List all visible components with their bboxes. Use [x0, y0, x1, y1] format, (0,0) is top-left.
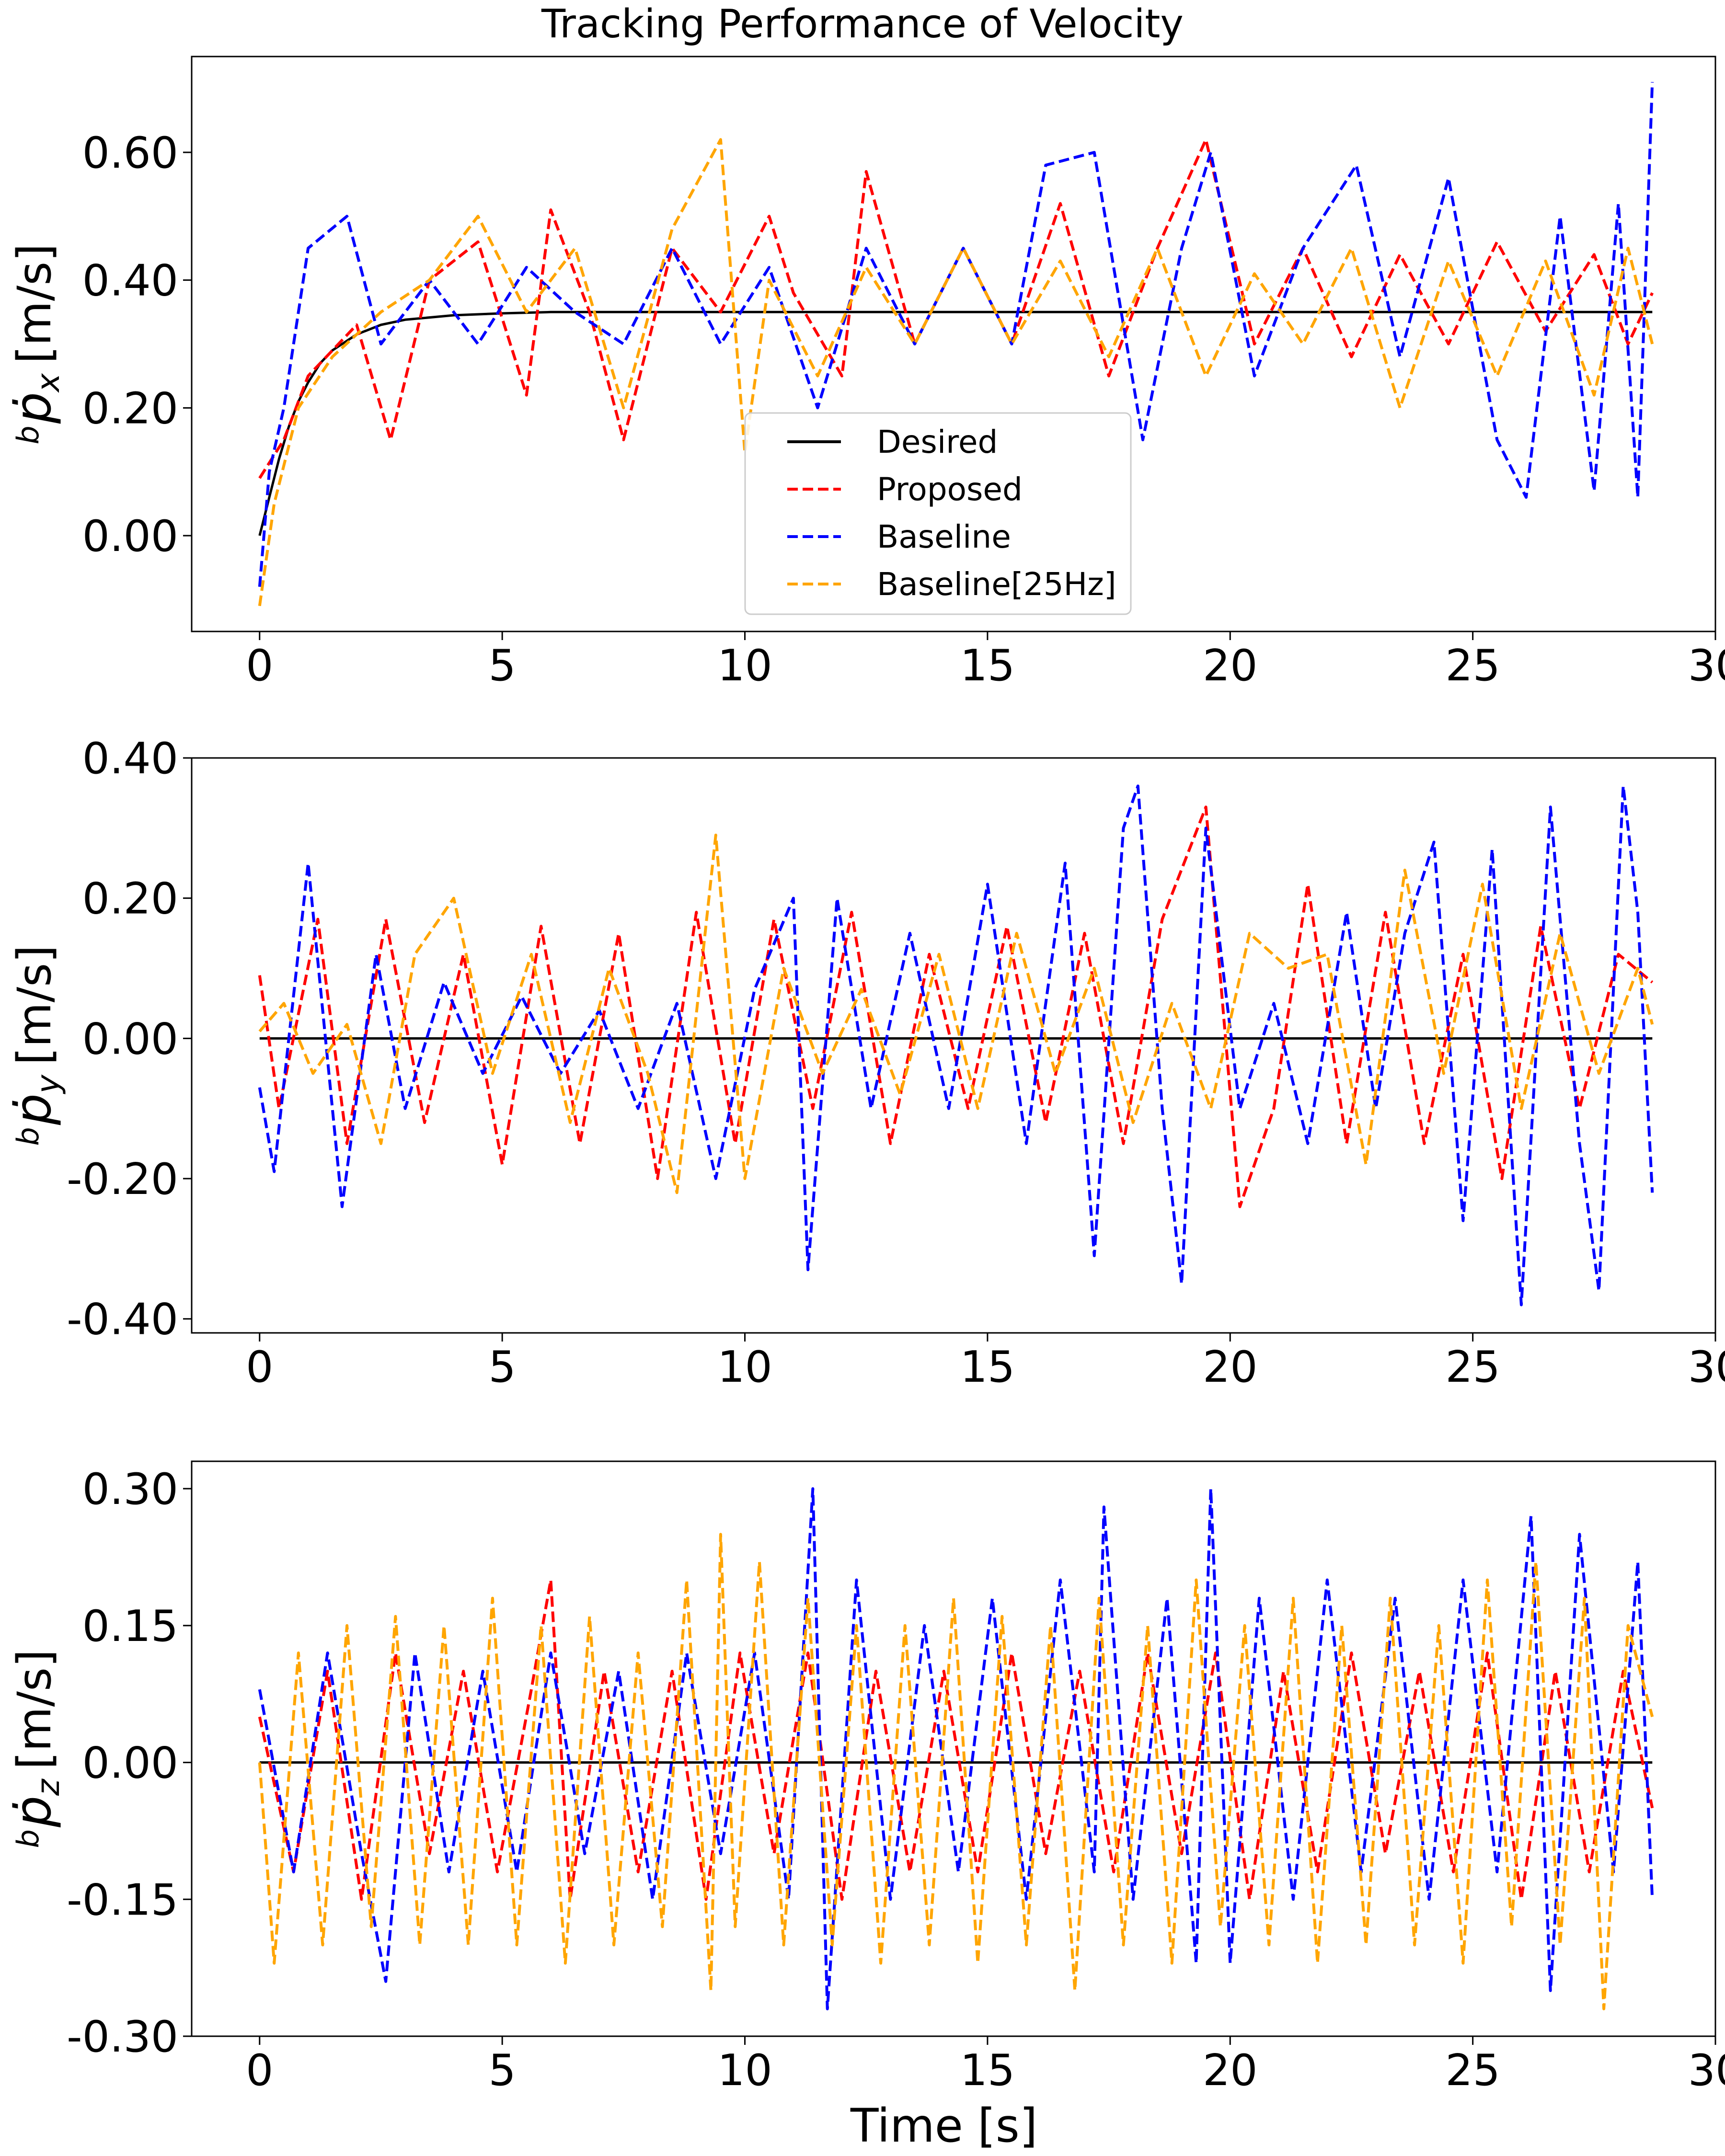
axes-frame — [191, 56, 1716, 632]
series-line-baseline-25hz — [258, 138, 1654, 607]
y-axis-label: bṗz [m/s] — [4, 1650, 67, 1848]
x-tick-label: 25 — [1445, 2045, 1500, 2096]
series-line-baseline — [258, 1487, 1654, 2010]
y-label-prefix: b — [11, 1127, 46, 1146]
legend: Desired Proposed Baseline Baseline[25Hz] — [744, 412, 1132, 615]
y-label-symbol: ṗ — [4, 1796, 62, 1828]
y-tick-label: 0.00 — [82, 1738, 178, 1789]
y-axis-label: b ṗy [m/s] — [4, 945, 67, 1146]
series-group — [258, 784, 1654, 1307]
x-axis-label: Time [s] — [850, 2099, 1037, 2153]
x-tick-label: 25 — [1445, 641, 1500, 691]
y-label-subscript: x — [30, 373, 67, 393]
panel-y: 0 5 10 15 20 25 30 -0.40 -0.20 0.00 0.20 0.40 b ṗy [m… — [4, 734, 1725, 1392]
series-line-proposed — [258, 1578, 1654, 1901]
legend-label: Baseline — [877, 518, 1011, 555]
y-tick-label: 0.20 — [82, 874, 178, 924]
chart-panels: 0510152025300.000.200.400.60bṗx[m/s]Des… — [4, 56, 1725, 2153]
chart-title: Tracking Performance of Velocity — [541, 1, 1184, 47]
x-tick-label: 25 — [1445, 1342, 1500, 1392]
axes-frame — [191, 757, 1716, 1334]
x-tick-label: 15 — [960, 641, 1015, 691]
y-label-unit: [m/s] — [8, 945, 61, 1065]
series-line-proposed — [258, 138, 1654, 479]
x-tick-label: 20 — [1203, 1342, 1258, 1392]
legend-label: Baseline[25Hz] — [877, 566, 1116, 603]
y-tick-label: 0.00 — [82, 511, 178, 562]
series-line-baseline — [258, 82, 1654, 587]
y-label-subscript: y — [30, 1074, 67, 1094]
x-tick-label: 10 — [717, 641, 772, 691]
x-tick-label: 20 — [1203, 641, 1258, 691]
y-tick-label: -0.40 — [67, 1295, 178, 1345]
x-tick-label: 15 — [960, 1342, 1015, 1392]
y-tick-label: 0.40 — [82, 256, 178, 306]
y-tick-label: -0.30 — [67, 2012, 178, 2062]
panel-x: 0 5 10 15 20 25 30 0.00 0.20 0.40 0.60 bṗx [m/s] Des… — [4, 56, 1725, 691]
y-tick-label: 0.40 — [82, 734, 178, 784]
y-label-unit: [m/s] — [8, 1650, 61, 1770]
y-tick-label: 0.00 — [82, 1014, 178, 1064]
y-tick-label: 0.60 — [82, 128, 178, 178]
y-axis-label: bṗx [m/s] — [4, 243, 67, 444]
x-tick-label: 0 — [246, 2045, 273, 2096]
series-group — [258, 82, 1654, 607]
y-tick-label: -0.15 — [67, 1875, 178, 1925]
x-tick-label: 30 — [1688, 2045, 1725, 2096]
x-tick-label: 20 — [1203, 2045, 1258, 2096]
x-tick-label: 0 — [246, 1342, 273, 1392]
y-label-symbol: ṗ — [4, 392, 62, 424]
x-tick-label: 10 — [717, 1342, 772, 1392]
legend-label: Desired — [877, 424, 998, 460]
x-tick-label: 0 — [246, 641, 273, 691]
y-tick-label: 0.15 — [82, 1601, 178, 1651]
x-tick-label: 15 — [960, 2045, 1015, 2096]
legend-box — [744, 412, 1132, 615]
y-label-symbol: ṗ — [4, 1093, 62, 1125]
y-label-subscript: z — [30, 1778, 67, 1796]
y-tick-label: 0.20 — [82, 383, 178, 434]
axes-frame — [191, 1460, 1716, 2037]
panel-z: 0 5 10 15 20 25 30 -0.30 -0.15 0.00 0.15 0.30 bṗz [m… — [4, 1460, 1725, 2153]
x-tick-label: 5 — [489, 2045, 516, 2096]
y-tick-label: 0.30 — [82, 1464, 178, 1514]
series-line-baseline-25hz — [258, 834, 1654, 1194]
x-tick-label: 30 — [1688, 1342, 1725, 1392]
y-tick-label: -0.20 — [67, 1154, 178, 1204]
series-group — [258, 1487, 1654, 2010]
legend-label: Proposed — [877, 471, 1023, 508]
x-tick-label: 5 — [489, 1342, 516, 1392]
series-line-baseline — [258, 784, 1654, 1307]
series-line-proposed — [258, 805, 1654, 1208]
y-label-prefix: b — [11, 1829, 46, 1848]
x-tick-label: 30 — [1688, 641, 1725, 691]
series-line-baseline-25hz — [258, 1533, 1654, 2010]
y-label-unit: [m/s] — [8, 243, 61, 364]
y-label-prefix: b — [11, 425, 46, 444]
x-tick-label: 10 — [717, 2045, 772, 2096]
x-tick-label: 5 — [489, 641, 516, 691]
